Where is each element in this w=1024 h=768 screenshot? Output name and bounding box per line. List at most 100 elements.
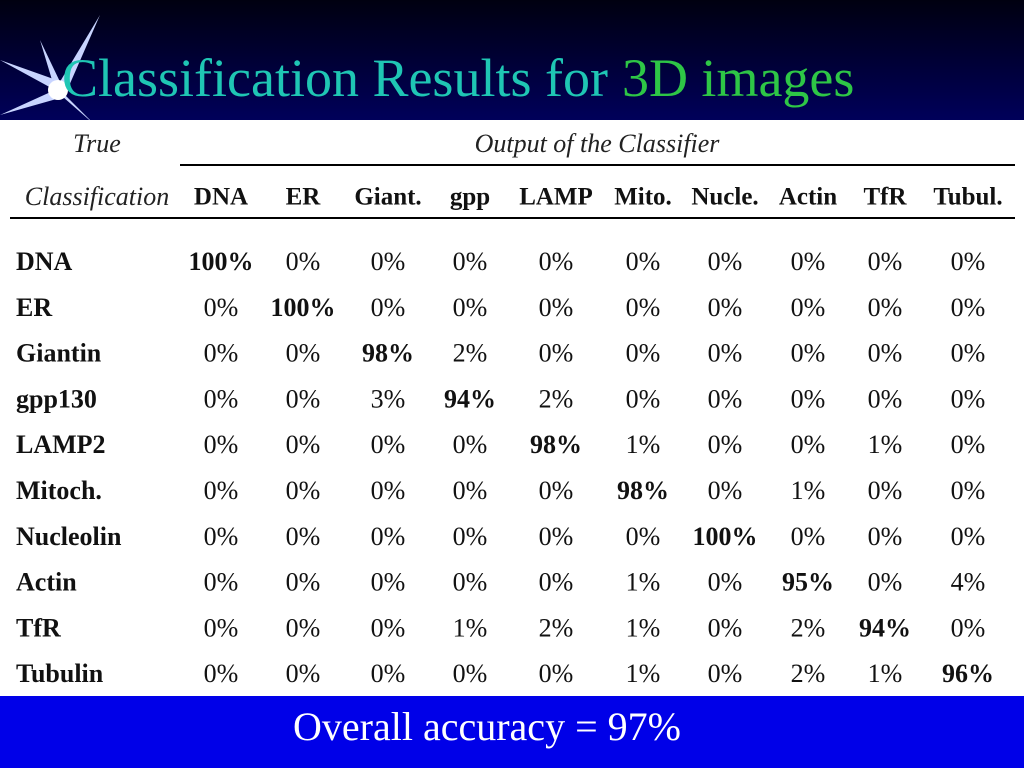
- row-label: Tubulin: [16, 659, 104, 688]
- cell: 0%: [204, 293, 239, 322]
- cell: 0%: [951, 476, 986, 505]
- cell: 0%: [708, 568, 743, 597]
- cell: 0%: [951, 384, 986, 413]
- column-header: ER: [286, 184, 322, 211]
- cell: 2%: [791, 659, 826, 688]
- cell: 1%: [868, 659, 903, 688]
- cell: 0%: [868, 568, 903, 597]
- cell: 0%: [708, 293, 743, 322]
- cell: 0%: [286, 568, 321, 597]
- title-band: [0, 0, 1024, 120]
- cell: 0%: [204, 384, 239, 413]
- title-main: Classification Results for: [62, 48, 608, 108]
- cell: 0%: [286, 476, 321, 505]
- column-header: LAMP: [519, 184, 593, 211]
- cell: 0%: [868, 522, 903, 551]
- column-header: Tubul.: [933, 184, 1002, 211]
- row-label: DNA: [16, 247, 73, 276]
- cell: 0%: [371, 293, 406, 322]
- row-label: TfR: [16, 613, 61, 642]
- cell: 0%: [791, 430, 826, 459]
- cell: 0%: [453, 476, 488, 505]
- group-header: Output of the Classifier: [475, 129, 721, 158]
- cell: 0%: [371, 659, 406, 688]
- table: DNA ER Giant. gpp LAMP Mito. Nucle. Actin TfR Tub…: [16, 184, 1003, 688]
- cell: 98%: [530, 430, 582, 459]
- cell: 0%: [539, 659, 574, 688]
- cell: 0%: [626, 522, 661, 551]
- cell: 0%: [286, 522, 321, 551]
- cell: 0%: [951, 613, 986, 642]
- cell: 96%: [942, 659, 994, 688]
- cell: 0%: [539, 339, 574, 368]
- cell: 0%: [453, 430, 488, 459]
- cell: 0%: [286, 247, 321, 276]
- cell: 2%: [539, 613, 574, 642]
- cell: 0%: [791, 384, 826, 413]
- row-label: Nucleolin: [16, 522, 122, 551]
- row-label: LAMP2: [16, 430, 106, 459]
- cell: 0%: [204, 339, 239, 368]
- cell: 94%: [444, 384, 496, 413]
- cell: 0%: [708, 247, 743, 276]
- cell: 0%: [791, 522, 826, 551]
- cell: 0%: [286, 384, 321, 413]
- cell: 0%: [204, 568, 239, 597]
- column-header: DNA: [194, 184, 248, 211]
- cell: 0%: [286, 339, 321, 368]
- cell: 2%: [539, 384, 574, 413]
- cell: 0%: [453, 568, 488, 597]
- cell: 0%: [371, 568, 406, 597]
- cell: 0%: [204, 659, 239, 688]
- cell: 0%: [868, 384, 903, 413]
- cell: 0%: [708, 613, 743, 642]
- footer-band: [0, 696, 1024, 768]
- cell: 0%: [371, 522, 406, 551]
- row-label: Giantin: [16, 339, 102, 368]
- cell: 0%: [539, 568, 574, 597]
- row-label: ER: [16, 293, 52, 322]
- cell: 1%: [626, 430, 661, 459]
- cell: 0%: [539, 476, 574, 505]
- cell: 1%: [626, 568, 661, 597]
- cell: 1%: [626, 659, 661, 688]
- table-area: [0, 120, 1024, 696]
- cell: 0%: [286, 430, 321, 459]
- cell: 0%: [708, 430, 743, 459]
- column-header: Giant.: [354, 184, 421, 211]
- column-header: Actin: [779, 184, 837, 211]
- cell: 0%: [791, 247, 826, 276]
- cell: 0%: [708, 339, 743, 368]
- cell: 0%: [204, 613, 239, 642]
- cell: 0%: [868, 476, 903, 505]
- cell: 0%: [539, 522, 574, 551]
- cell: 0%: [626, 384, 661, 413]
- corner-bottom: Classification: [25, 182, 169, 211]
- cell: 0%: [791, 339, 826, 368]
- cell: 94%: [859, 613, 911, 642]
- cell: 0%: [453, 247, 488, 276]
- corner-top: True: [73, 129, 121, 158]
- cell: 0%: [286, 659, 321, 688]
- cell: 100%: [693, 522, 758, 551]
- row-label: gpp130: [16, 384, 97, 413]
- cell: 0%: [286, 613, 321, 642]
- row-label: Actin: [16, 568, 77, 597]
- cell: 0%: [868, 293, 903, 322]
- cell: 0%: [708, 476, 743, 505]
- cell: 0%: [204, 430, 239, 459]
- cell: 0%: [453, 522, 488, 551]
- cell: 0%: [204, 522, 239, 551]
- cell: 2%: [453, 339, 488, 368]
- cell: 0%: [626, 339, 661, 368]
- cell: 98%: [617, 476, 669, 505]
- cell: 0%: [371, 430, 406, 459]
- cell: 0%: [371, 247, 406, 276]
- cell: 1%: [868, 430, 903, 459]
- cell: 0%: [204, 476, 239, 505]
- cell: 0%: [539, 293, 574, 322]
- cell: 0%: [791, 293, 826, 322]
- footer-text: Overall accuracy = 97%: [293, 704, 681, 749]
- cell: 98%: [362, 339, 414, 368]
